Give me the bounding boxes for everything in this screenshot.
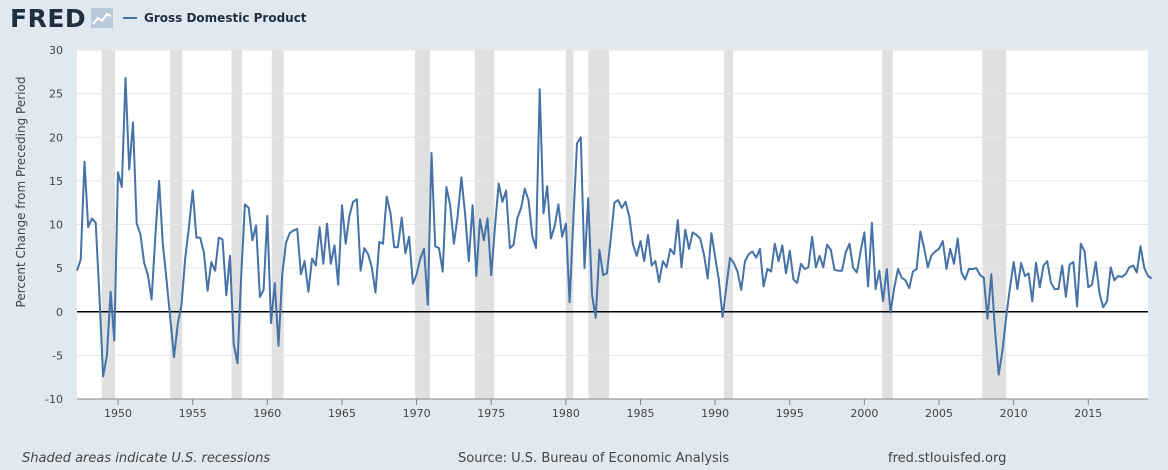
chart-legend[interactable]: Gross Domestic Product — [123, 11, 307, 25]
x-tick-label: 2005 — [925, 407, 953, 420]
legend-swatch — [123, 17, 137, 19]
chart-footer: Shaded areas indicate U.S. recessions So… — [0, 447, 1168, 470]
y-axis-label: Percent Change from Preceding Period — [14, 77, 28, 308]
x-tick-label: 1970 — [403, 407, 431, 420]
recession-note: Shaded areas indicate U.S. recessions — [22, 451, 271, 466]
x-tick-label: 1990 — [701, 407, 729, 420]
x-tick-label: 1980 — [552, 407, 580, 420]
x-tick-label: 2015 — [1074, 407, 1102, 420]
x-tick-label: 1975 — [477, 407, 505, 420]
y-tick-label: 0 — [56, 306, 63, 319]
x-tick-label: 1955 — [179, 407, 207, 420]
site-link[interactable]: fred.stlouisfed.org — [888, 451, 1007, 466]
x-tick-label: 2010 — [1000, 407, 1028, 420]
y-tick-label: 5 — [56, 262, 63, 275]
x-tick-label: 1965 — [328, 407, 356, 420]
y-tick-label: 10 — [49, 219, 63, 232]
series-line-gdp[interactable] — [76, 76, 1153, 378]
fred-logo-graph-icon — [91, 8, 113, 28]
x-tick-label: 1950 — [104, 407, 132, 420]
y-tick-label: 25 — [49, 88, 63, 101]
x-tick-label: 2000 — [850, 407, 878, 420]
y-tick-label: -5 — [52, 349, 63, 362]
legend-label: Gross Domestic Product — [144, 11, 307, 25]
y-tick-label: -10 — [45, 393, 63, 406]
x-tick-label: 1985 — [626, 407, 654, 420]
y-tick-label: 20 — [49, 131, 63, 144]
x-tick-label: 1960 — [253, 407, 281, 420]
y-axis-ticks: -10 -5 0 5 10 15 20 25 30 — [45, 44, 63, 406]
fred-logo[interactable]: FRED — [10, 4, 87, 33]
y-tick-label: 30 — [49, 44, 63, 57]
y-tick-label: 15 — [49, 175, 63, 188]
chart-header: FRED Gross Domestic Product — [0, 0, 1168, 40]
source-note: Source: U.S. Bureau of Economic Analysis — [458, 451, 730, 466]
x-axis-ticks: 1950 1955 1960 1965 1970 1975 1980 1985 1990 1995… — [77, 398, 1148, 420]
x-tick-label: 1995 — [776, 407, 804, 420]
